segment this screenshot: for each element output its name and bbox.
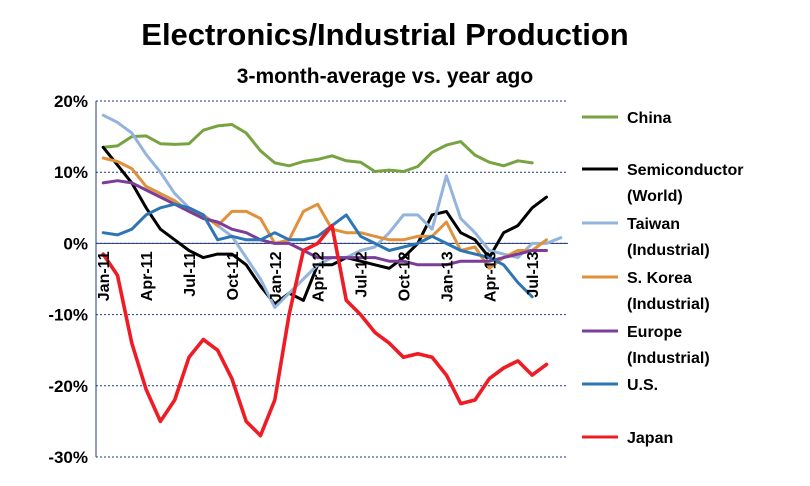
legend-label: (Industrial) <box>627 242 710 259</box>
x-tick-label: Apr-12 <box>311 251 328 302</box>
chart-title: Electronics/Industrial Production <box>141 17 628 52</box>
legend-label: (Industrial) <box>627 296 710 313</box>
legend-label: (World) <box>627 188 683 205</box>
series-lines <box>101 113 563 438</box>
legend-label: U.S. <box>627 377 658 394</box>
series-line-1 <box>101 145 548 306</box>
x-tick-label: Jul-11 <box>182 251 199 296</box>
y-tick-label: 20% <box>54 92 88 111</box>
x-tick-label: Jul-12 <box>354 251 371 297</box>
y-tick-label: 0% <box>63 234 88 253</box>
legend: China Semiconductor (World) Taiwan (Industri… <box>582 110 743 447</box>
x-tick-label: Jan-12 <box>268 251 285 302</box>
chart-subtitle: 3-month-average vs. year ago <box>237 65 533 88</box>
x-axis-tick-labels: Jan-11 Apr-11 Jul-11 Oct-11 Jan-12 Apr-12 Jul-… <box>96 251 542 302</box>
y-tick-label: -30% <box>48 448 88 467</box>
series-line-5 <box>101 202 534 299</box>
y-tick-label: -10% <box>48 306 88 325</box>
legend-label: China <box>627 110 672 127</box>
x-tick-label: Oct-12 <box>397 251 414 301</box>
y-tick-label: -20% <box>48 377 88 396</box>
legend-label: (Industrial) <box>627 350 710 367</box>
x-tick-label: Apr-13 <box>482 251 499 302</box>
x-tick-label: Jan-13 <box>439 251 456 302</box>
y-axis-tick-labels: 20% 10% 0% -10% -20% -30% <box>48 92 88 467</box>
legend-label: Japan <box>627 430 673 447</box>
legend-label: Taiwan <box>627 216 680 233</box>
x-tick-label: Jan-11 <box>96 251 113 301</box>
series-line-3 <box>101 156 548 270</box>
legend-label: S. Korea <box>627 270 692 287</box>
y-tick-label: 10% <box>54 163 88 182</box>
legend-label: Semiconductor <box>627 162 743 179</box>
x-tick-label: Oct-11 <box>225 251 242 300</box>
series-line-6 <box>101 223 549 438</box>
legend-label: Europe <box>627 324 682 341</box>
x-tick-label: Apr-11 <box>139 251 156 301</box>
axes <box>95 101 568 457</box>
series-line-0 <box>101 123 534 173</box>
x-tick-label: Jul-13 <box>525 251 542 297</box>
